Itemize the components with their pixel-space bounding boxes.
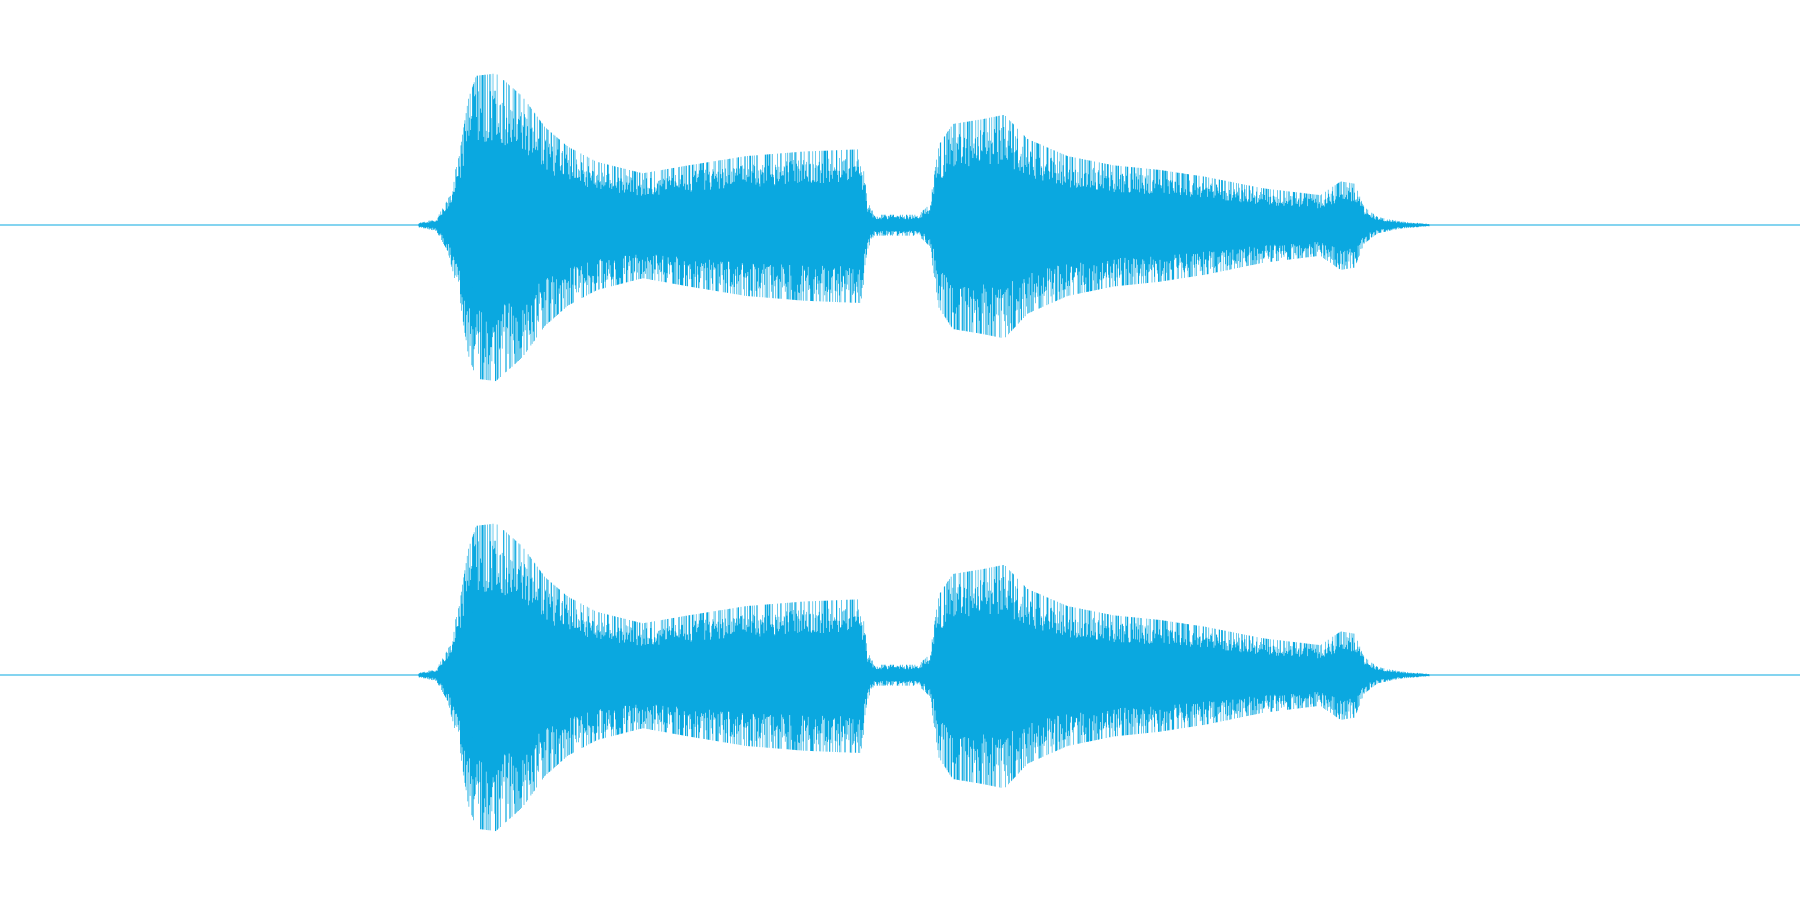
waveform-body [418, 156, 1430, 294]
waveform-body [418, 606, 1430, 744]
